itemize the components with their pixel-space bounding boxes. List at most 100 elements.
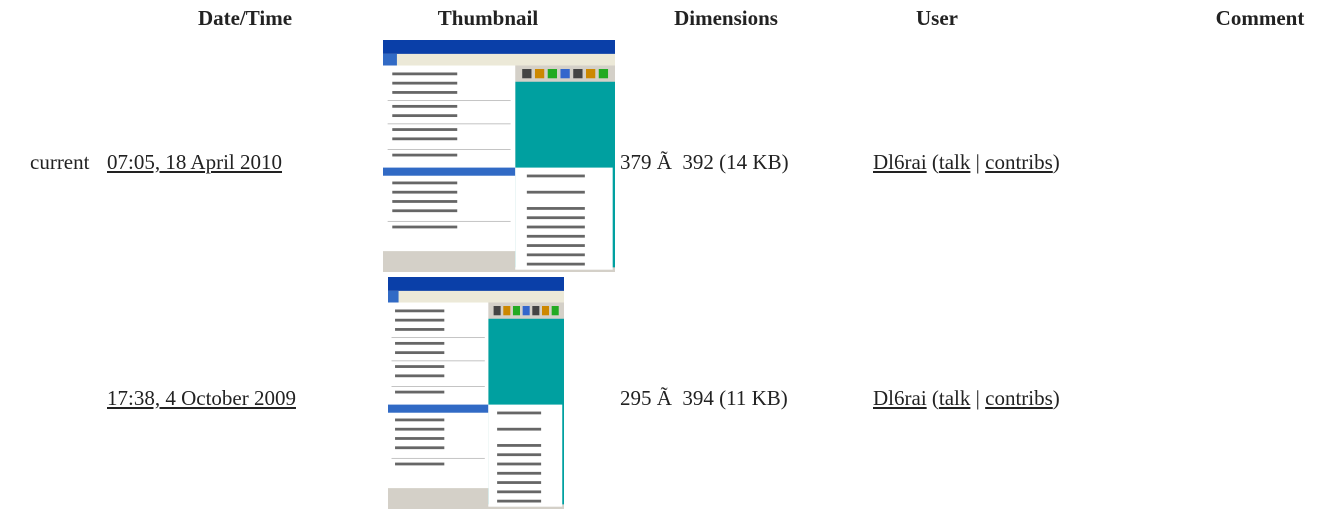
menu-separator	[387, 123, 511, 125]
submenu-text	[526, 174, 585, 178]
toolbar-icon	[534, 69, 545, 79]
toolbar-icon	[551, 306, 559, 316]
toolbar-icon	[586, 69, 596, 79]
toolbar-icon	[542, 306, 550, 316]
submenu-text	[497, 499, 542, 503]
status: current	[30, 150, 90, 174]
menu-text	[392, 200, 458, 203]
submenu-text	[526, 253, 585, 257]
menu-separator	[387, 220, 511, 222]
menu-text	[395, 365, 445, 368]
toolbar-icon	[493, 306, 501, 316]
menu-text	[392, 114, 458, 118]
thumbnail[interactable]	[383, 40, 615, 272]
menu-text	[395, 390, 445, 394]
submenu-text	[526, 207, 585, 210]
menu-text	[392, 190, 458, 194]
submenu-text	[497, 453, 542, 457]
menu-text	[392, 209, 458, 213]
submenu-text	[497, 427, 542, 431]
user-cell: Dl6rai (talk | contribs)	[873, 150, 1060, 174]
menu-text	[392, 225, 458, 229]
user-link[interactable]: Dl6rai	[873, 386, 927, 410]
menu-text	[395, 341, 445, 345]
menu-text	[392, 91, 458, 94]
menu-item	[383, 53, 397, 66]
contribs-link[interactable]: contribs	[985, 386, 1053, 410]
menu-highlight	[388, 404, 489, 413]
menu-text	[395, 309, 445, 313]
menu-separator	[391, 337, 485, 339]
menu-item	[388, 290, 399, 303]
toolbar-icon	[598, 69, 609, 79]
header-cell: Date/Time	[197, 6, 293, 30]
dimensions: 379 Ã 392 (14 KB)	[620, 150, 789, 174]
menu-text	[395, 446, 445, 450]
menu-text	[395, 437, 445, 440]
submenu-text	[497, 490, 542, 494]
submenu-text	[497, 481, 542, 484]
menu-text	[392, 128, 458, 131]
title-bar	[383, 40, 615, 54]
submenu-text	[497, 462, 542, 466]
menu-text	[395, 374, 445, 378]
paren: (	[931, 386, 939, 410]
separator: |	[975, 150, 980, 174]
toolbar-icon	[512, 306, 520, 316]
toolbar-icon	[522, 306, 530, 316]
header-cell: User	[916, 6, 958, 30]
date-link[interactable]: 07:05, 18 April 2010	[107, 150, 283, 174]
menu-highlight	[383, 167, 516, 176]
menu-text	[392, 137, 458, 141]
toolbar-icon	[547, 69, 557, 79]
talk-link[interactable]: talk	[938, 150, 971, 174]
menu-separator	[391, 386, 485, 387]
submenu-text	[526, 225, 585, 229]
submenu-text	[526, 262, 585, 266]
paren: (	[931, 150, 939, 174]
menu-text	[395, 418, 445, 422]
menu-text	[392, 181, 458, 185]
menu-text	[395, 318, 445, 322]
toolbar-icon	[560, 69, 570, 79]
menu-text	[392, 153, 458, 157]
submenu-text	[497, 444, 542, 447]
menu-text	[395, 427, 445, 431]
dimensions: 295 Ã 394 (11 KB)	[620, 386, 788, 410]
menu-bar	[383, 53, 615, 66]
submenu-text	[526, 190, 585, 194]
user-link[interactable]: Dl6rai	[873, 150, 927, 174]
menu-text	[395, 351, 445, 355]
title-bar	[388, 277, 564, 291]
submenu-text	[526, 216, 585, 220]
toolbar-icon	[522, 69, 532, 79]
menu-separator	[387, 149, 511, 150]
toolbar-icon	[532, 306, 540, 316]
menu-text	[392, 81, 458, 85]
menu-bar	[388, 290, 564, 303]
talk-link[interactable]: talk	[938, 386, 971, 410]
paren: )	[1052, 150, 1060, 174]
toolbar-icon	[573, 69, 583, 79]
submenu-text	[526, 234, 585, 238]
separator: |	[975, 386, 980, 410]
menu	[383, 65, 516, 252]
thumbnail[interactable]	[388, 277, 564, 509]
menu-separator	[391, 457, 485, 459]
date-link[interactable]: 17:38, 4 October 2009	[107, 386, 296, 410]
submenu-text	[497, 471, 542, 475]
menu-text	[392, 72, 458, 76]
menu-separator	[391, 360, 485, 362]
contribs-link[interactable]: contribs	[985, 150, 1053, 174]
submenu-text	[526, 244, 585, 247]
menu-separator	[387, 100, 511, 102]
header-cell: Dimensions	[674, 6, 778, 30]
menu	[388, 302, 489, 489]
menu-text	[395, 328, 445, 331]
menu-text	[392, 104, 458, 108]
paren: )	[1052, 386, 1060, 410]
header-cell: Thumbnail	[437, 6, 539, 30]
toolbar-icon	[503, 306, 511, 316]
user-cell: Dl6rai (talk | contribs)	[873, 386, 1060, 410]
